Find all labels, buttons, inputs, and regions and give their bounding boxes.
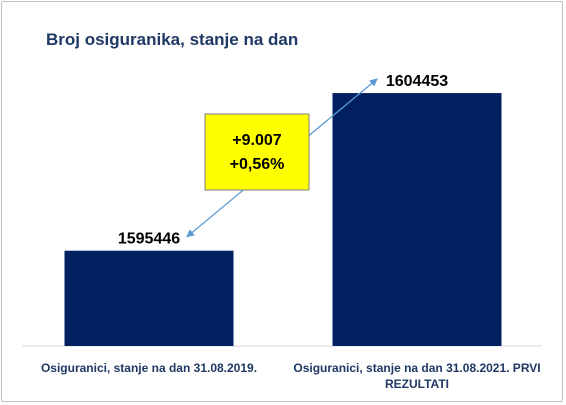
- category-label-2-line-2: REZULTATI: [385, 377, 449, 391]
- bar-1: [64, 250, 234, 346]
- data-label-2: 1604453: [386, 73, 448, 90]
- bar-2: [332, 93, 502, 346]
- difference-callout-box: [204, 113, 310, 191]
- data-label-1: 1595446: [118, 231, 180, 248]
- difference-absolute-label: +9.007: [232, 132, 281, 149]
- category-label-1: Osiguranici, stanje na dan 31.08.2019.: [41, 361, 257, 375]
- category-label-2-line-1: Osiguranici, stanje na dan 31.08.2021. P…: [293, 361, 540, 375]
- difference-percent-label: +0,56%: [230, 156, 285, 173]
- chart-title: Broj osiguranika, stanje na dan: [46, 30, 299, 49]
